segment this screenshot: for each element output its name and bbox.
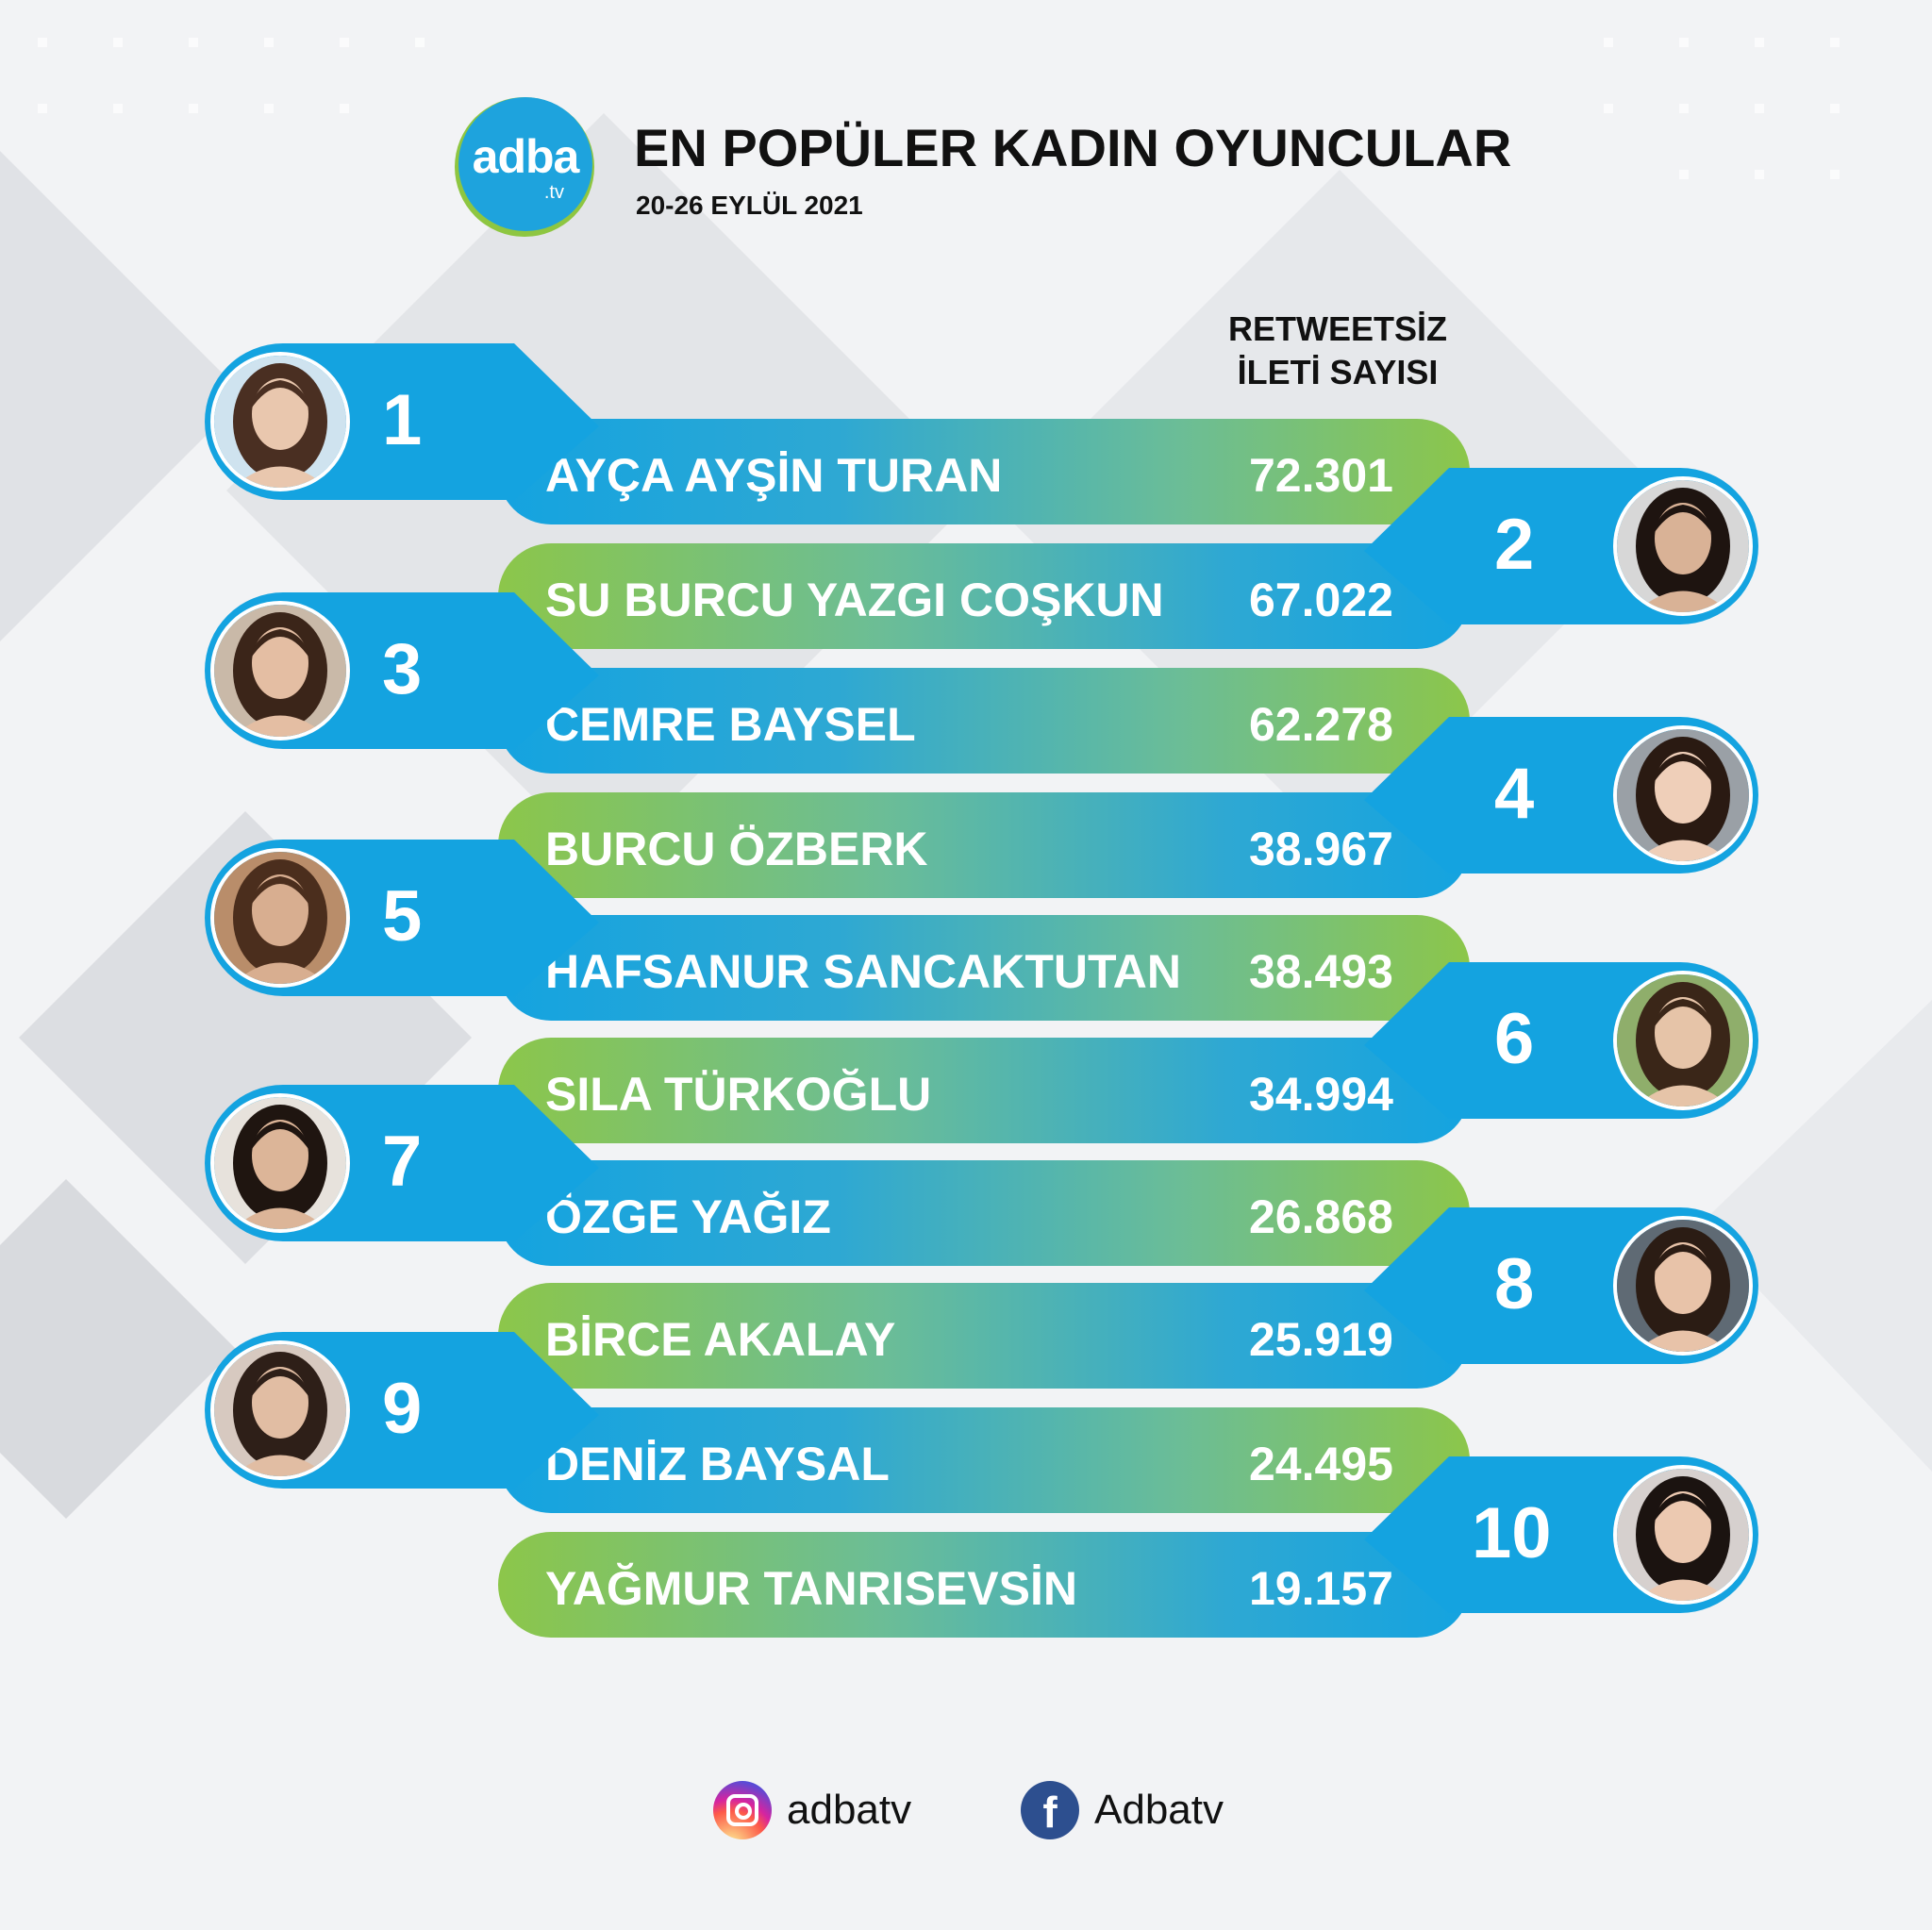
post-count: 38.493 (1249, 945, 1393, 998)
actress-name: BURCU ÖZBERK (545, 823, 928, 875)
name-value-bar: SU BURCU YAZGI COŞKUN 67.022 (498, 543, 1470, 649)
actress-photo (1613, 1216, 1753, 1356)
rank-badge: 6 (1364, 960, 1760, 1121)
actress-photo (210, 848, 350, 988)
post-count: 34.994 (1249, 1068, 1393, 1121)
name-value-bar: BİRCE AKALAY 25.919 (498, 1283, 1470, 1389)
rank-badge: 10 (1364, 1455, 1760, 1615)
actress-name: SU BURCU YAZGI COŞKUN (545, 574, 1164, 626)
rank-badge: 1 (203, 341, 599, 502)
name-value-bar: CEMRE BAYSEL 62.278 (498, 668, 1470, 774)
post-count: 38.967 (1249, 823, 1393, 875)
post-count: 62.278 (1249, 698, 1393, 751)
instagram-icon (713, 1781, 772, 1839)
facebook-link[interactable]: f Adbatv (1021, 1780, 1224, 1840)
rank-badge: 4 (1364, 715, 1760, 875)
actress-photo (210, 352, 350, 491)
column-header-line2: İLETİ SAYISI (1237, 353, 1439, 391)
actress-name: YAĞMUR TANRISEVSİN (545, 1562, 1077, 1615)
rank-badge: 9 (203, 1330, 599, 1490)
actress-name: HAFSANUR SANCAKTUTAN (545, 945, 1182, 998)
page-title: EN POPÜLER KADIN OYUNCULAR (634, 118, 1512, 177)
rank-number: 9 (382, 1369, 423, 1449)
actress-photo (1613, 971, 1753, 1110)
rank-number: 2 (1494, 505, 1535, 585)
actress-name: SILA TÜRKOĞLU (545, 1068, 932, 1121)
rank-number: 5 (382, 876, 423, 957)
rank-number: 10 (1472, 1493, 1552, 1573)
actress-photo (210, 1340, 350, 1480)
post-count: 72.301 (1249, 449, 1393, 502)
facebook-handle: Adbatv (1094, 1787, 1224, 1833)
rank-number: 7 (382, 1122, 423, 1202)
name-value-bar: HAFSANUR SANCAKTUTAN 38.493 (498, 915, 1470, 1021)
rank-badge: 5 (203, 838, 599, 998)
column-header-line1: RETWEETSİZ (1228, 309, 1447, 348)
logo-text: adba (472, 130, 580, 183)
facebook-icon: f (1021, 1781, 1079, 1839)
post-count: 24.495 (1249, 1438, 1393, 1490)
actress-photo (210, 601, 350, 740)
name-value-bar: DENİZ BAYSAL 24.495 (498, 1407, 1470, 1513)
name-value-bar: BURCU ÖZBERK 38.967 (498, 792, 1470, 898)
name-value-bar: ÖZGE YAĞIZ 26.868 (498, 1160, 1470, 1266)
rank-badge: 2 (1364, 466, 1760, 626)
adba-tv-logo: adba .tv (455, 97, 594, 237)
post-count: 19.157 (1249, 1562, 1393, 1615)
rank-number: 1 (382, 380, 423, 460)
actress-name: ÖZGE YAĞIZ (545, 1190, 831, 1243)
rank-badge: 3 (203, 591, 599, 751)
column-header: RETWEETSİZ İLETİ SAYISI (1196, 308, 1479, 394)
actress-photo (1613, 1465, 1753, 1605)
name-value-bar: SILA TÜRKOĞLU 34.994 (498, 1038, 1470, 1143)
actress-name: BİRCE AKALAY (545, 1313, 896, 1366)
post-count: 26.868 (1249, 1190, 1393, 1243)
rank-badge: 7 (203, 1083, 599, 1243)
actress-name: CEMRE BAYSEL (545, 698, 916, 751)
instagram-handle: adbatv (787, 1787, 912, 1833)
post-count: 67.022 (1249, 574, 1393, 626)
rank-number: 8 (1494, 1244, 1535, 1324)
rank-number: 6 (1494, 999, 1535, 1079)
actress-photo (210, 1093, 350, 1233)
rank-number: 4 (1494, 754, 1535, 834)
instagram-link[interactable]: adbatv (713, 1780, 911, 1840)
date-range: 20-26 EYLÜL 2021 (636, 191, 863, 220)
logo-suffix: .tv (543, 182, 564, 203)
rank-number: 3 (382, 629, 423, 709)
actress-name: AYÇA AYŞİN TURAN (545, 449, 1003, 502)
actress-name: DENİZ BAYSAL (545, 1438, 890, 1490)
name-value-bar: YAĞMUR TANRISEVSİN 19.157 (498, 1532, 1470, 1638)
actress-photo (1613, 725, 1753, 865)
post-count: 25.919 (1249, 1313, 1393, 1366)
rank-badge: 8 (1364, 1206, 1760, 1366)
actress-photo (1613, 476, 1753, 616)
name-value-bar: AYÇA AYŞİN TURAN 72.301 (498, 419, 1470, 524)
